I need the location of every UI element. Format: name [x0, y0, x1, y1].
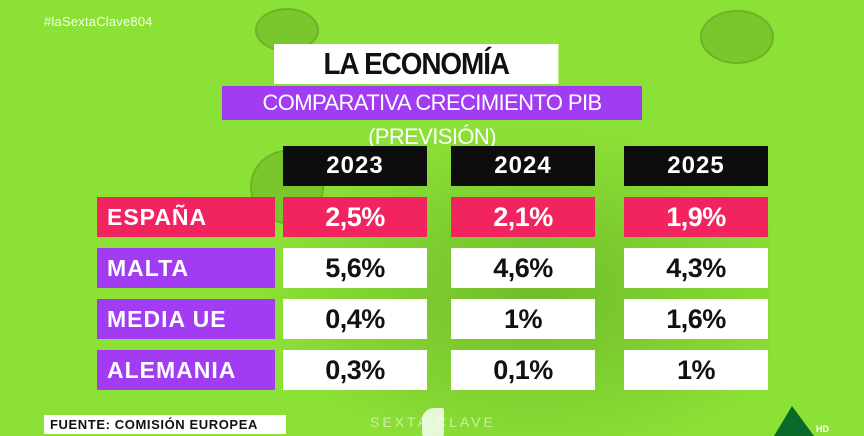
table-cell: 1,6%: [624, 299, 768, 339]
brand-logo: [422, 408, 444, 436]
table-cell: 1%: [624, 350, 768, 390]
table-cell: 5,6%: [283, 248, 427, 288]
coin-decoration: [700, 10, 774, 64]
table-cell: 0,3%: [283, 350, 427, 390]
table-cell: 2,1%: [451, 197, 595, 237]
row-label-malta: MALTA: [97, 248, 275, 288]
row-label-alemania: ALEMANIA: [97, 350, 275, 390]
page-title: LA ECONOMÍA ESPAÑOLA: [274, 44, 559, 121]
table-cell: 4,6%: [451, 248, 595, 288]
column-header-2023: 2023: [283, 146, 427, 186]
source-label: FUENTE: COMISIÓN EUROPEA: [44, 415, 286, 434]
column-header-2025: 2025: [624, 146, 768, 186]
hashtag: #laSextaClave804: [44, 14, 153, 29]
row-label-media-ue: MEDIA UE: [97, 299, 275, 339]
table-cell: 4,3%: [624, 248, 768, 288]
row-label-españa: ESPAÑA: [97, 197, 275, 237]
table-cell: 1,9%: [624, 197, 768, 237]
table-cell: 0,4%: [283, 299, 427, 339]
table-cell: 1%: [451, 299, 595, 339]
channel-logo: [774, 406, 814, 436]
table-cell: 0,1%: [451, 350, 595, 390]
column-header-2024: 2024: [451, 146, 595, 186]
table-cell: 2,5%: [283, 197, 427, 237]
hd-badge: HD: [816, 424, 829, 434]
page-subtitle: COMPARATIVA CRECIMIENTO PIB (PREVISIÓN): [222, 86, 642, 149]
